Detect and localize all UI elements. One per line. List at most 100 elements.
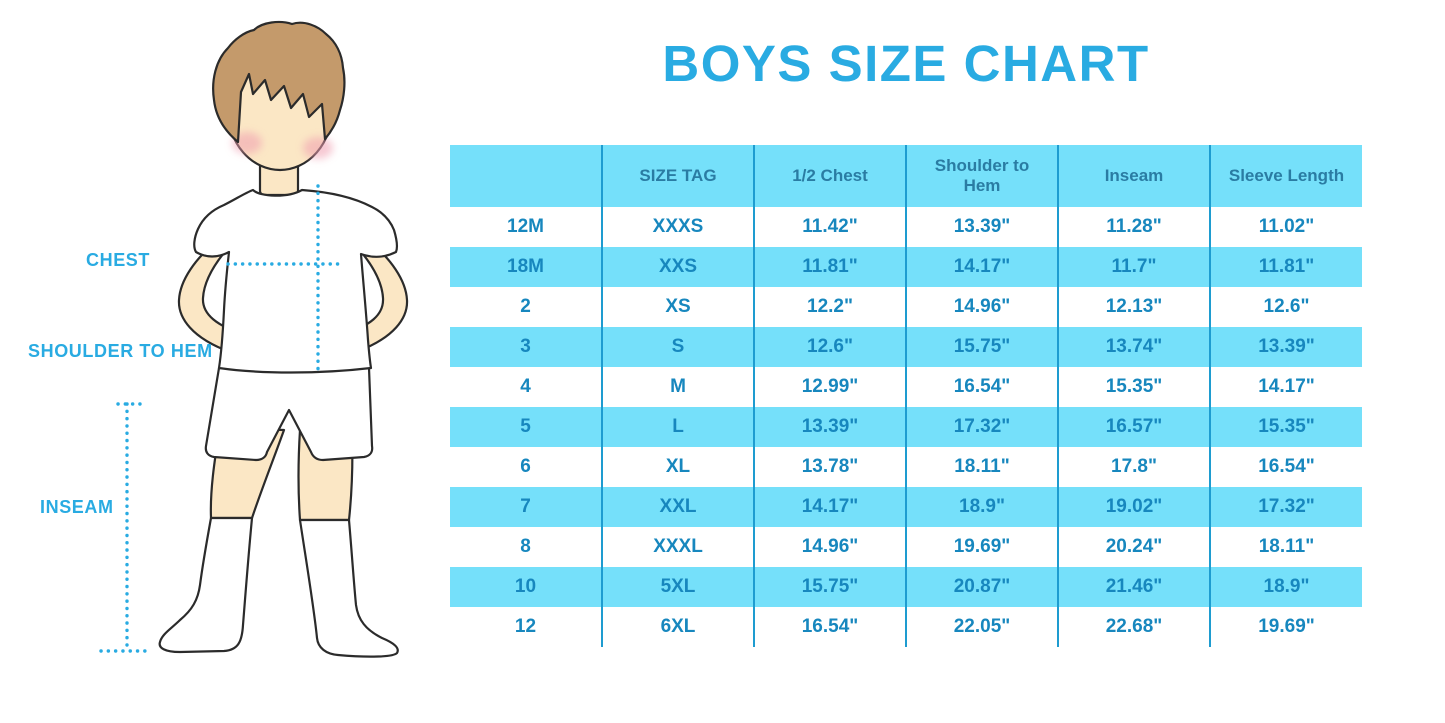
row-label: 10 xyxy=(450,567,602,607)
table-cell: 22.05" xyxy=(905,607,1058,647)
table-body: 12M XXXS 11.42" 13.39" 11.28" 11.02" 18M XXS 11.… xyxy=(450,207,1362,647)
figure-area: CHEST SHOULDER TO HEM INSEAM xyxy=(0,0,450,723)
column-header: Shoulder to Hem xyxy=(905,145,1058,207)
row-label: 5 xyxy=(450,407,602,447)
table-cell: 11.7" xyxy=(1057,247,1210,287)
column-header: Inseam xyxy=(1057,145,1210,207)
table-cell: 12.99" xyxy=(753,367,906,407)
table-cell: S xyxy=(601,327,754,367)
table-cell: 12.13" xyxy=(1057,287,1210,327)
table-cell: 17.32" xyxy=(905,407,1058,447)
hair xyxy=(212,20,346,144)
table-header: SIZE TAG 1/2 Chest Shoulder to Hem Inseam Sl… xyxy=(450,145,1362,207)
table-row: 10 5XL 15.75" 20.87" 21.46" 18.9" xyxy=(450,567,1362,607)
row-label: 8 xyxy=(520,536,531,557)
right-cheek xyxy=(303,137,333,159)
table-cell: XXL xyxy=(601,487,754,527)
page-title: BOYS SIZE CHART xyxy=(662,35,1150,92)
table-cell: 16.54" xyxy=(753,607,906,647)
left-cheek xyxy=(232,132,262,154)
column-header xyxy=(450,145,602,207)
table-cell: 6XL xyxy=(601,607,754,647)
table-cell: 15.35" xyxy=(1057,367,1210,407)
table-cell: XL xyxy=(601,447,754,487)
table-cell: 20.24" xyxy=(1057,527,1210,567)
table-cell: 18.9" xyxy=(1209,567,1362,607)
table-cell: 14.96" xyxy=(753,527,906,567)
table-cell: 13.78" xyxy=(753,447,906,487)
table-cell: 13.39" xyxy=(753,407,906,447)
t-shirt xyxy=(193,188,399,374)
table-cell: 14.96" xyxy=(905,287,1058,327)
table-cell: 15.35" xyxy=(1209,407,1362,447)
table-cell: 11.81" xyxy=(753,247,906,287)
row-label: 18M xyxy=(450,247,602,287)
table-cell: XXXS xyxy=(601,207,754,247)
table-cell: 12.2" xyxy=(753,287,906,327)
table-cell: 11.02" xyxy=(1209,207,1362,247)
shoulder-to-hem-label: SHOULDER TO HEM xyxy=(28,341,213,361)
table-cell: 18.9" xyxy=(905,487,1058,527)
table-cell: 14.17" xyxy=(753,487,906,527)
shorts xyxy=(204,366,374,462)
row-label: 12M xyxy=(507,216,544,237)
table-cell: 13.39" xyxy=(905,207,1058,247)
row-label: 4 xyxy=(520,376,531,397)
table-cell: 15.75" xyxy=(753,567,906,607)
table-cell: 12.6" xyxy=(753,327,906,367)
row-label: 6 xyxy=(520,456,531,477)
table-cell: 19.69" xyxy=(1209,607,1362,647)
table-cell: 12.6" xyxy=(1209,287,1362,327)
table-row: 4 M 12.99" 16.54" 15.35" 14.17" xyxy=(450,367,1362,407)
table-cell: 14.17" xyxy=(1209,367,1362,407)
table-row: 12M XXXS 11.42" 13.39" 11.28" 11.02" xyxy=(450,207,1362,247)
table-cell: 18.11" xyxy=(905,447,1058,487)
table-cell: 21.46" xyxy=(1057,567,1210,607)
column-header: Sleeve Length xyxy=(1209,145,1362,207)
row-label: 2 xyxy=(520,296,531,317)
table-row: 2 XS 12.2" 14.96" 12.13" 12.6" xyxy=(450,287,1362,327)
table-cell: XXXL xyxy=(601,527,754,567)
row-label: 7 xyxy=(450,487,602,527)
table-cell: 18.11" xyxy=(1209,527,1362,567)
table-cell: L xyxy=(601,407,754,447)
column-header: SIZE TAG xyxy=(601,145,754,207)
table-cell: 16.54" xyxy=(905,367,1058,407)
table-cell: 17.8" xyxy=(1057,447,1210,487)
table-cell: 17.32" xyxy=(1209,487,1362,527)
table-row: 5 L 13.39" 17.32" 16.57" 15.35" xyxy=(450,407,1362,447)
size-table: SIZE TAG 1/2 Chest Shoulder to Hem Inseam Sl… xyxy=(450,145,1362,647)
table-cell: 13.39" xyxy=(1209,327,1362,367)
table-cell: 22.68" xyxy=(1057,607,1210,647)
table-cell: XXS xyxy=(601,247,754,287)
table-row: 3 S 12.6" 15.75" 13.74" 13.39" xyxy=(450,327,1362,367)
table-row: 7 XXL 14.17" 18.9" 19.02" 17.32" xyxy=(450,487,1362,527)
left-sock xyxy=(158,516,254,654)
boy-illustration xyxy=(99,20,409,658)
table-cell: 13.74" xyxy=(1057,327,1210,367)
table-cell: 19.02" xyxy=(1057,487,1210,527)
row-label: 3 xyxy=(450,327,602,367)
inseam-label: INSEAM xyxy=(40,497,114,517)
column-header: 1/2 Chest xyxy=(753,145,906,207)
chest-label: CHEST xyxy=(86,250,151,270)
table-cell: 16.54" xyxy=(1209,447,1362,487)
table-cell: 16.57" xyxy=(1057,407,1210,447)
table-cell: 11.42" xyxy=(753,207,906,247)
table-cell: 20.87" xyxy=(905,567,1058,607)
table-cell: 19.69" xyxy=(905,527,1058,567)
table-cell: 11.28" xyxy=(1057,207,1210,247)
table-cell: XS xyxy=(601,287,754,327)
table-row: 8 XXXL 14.96" 19.69" 20.24" 18.11" xyxy=(450,527,1362,567)
row-label: 12 xyxy=(514,616,537,637)
right-sock xyxy=(298,518,399,658)
table-row: 18M XXS 11.81" 14.17" 11.7" 11.81" xyxy=(450,247,1362,287)
table-cell: 11.81" xyxy=(1209,247,1362,287)
table-cell: 5XL xyxy=(601,567,754,607)
table-cell: 14.17" xyxy=(905,247,1058,287)
table-row: 6 XL 13.78" 18.11" 17.8" 16.54" xyxy=(450,447,1362,487)
table-row: 12 6XL 16.54" 22.05" 22.68" 19.69" xyxy=(450,607,1362,647)
table-cell: 15.75" xyxy=(905,327,1058,367)
table-cell: M xyxy=(601,367,754,407)
